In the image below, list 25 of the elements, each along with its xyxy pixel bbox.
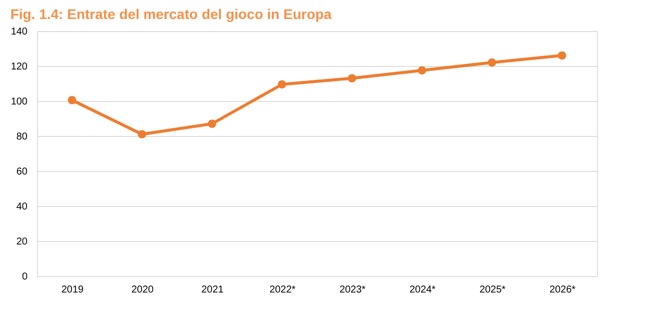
y-tick-label: 100 [10,96,28,108]
y-tick-label: 120 [10,62,28,72]
y-tick-label: 60 [16,166,28,178]
point [558,51,566,60]
y-tick-label: 140 [10,26,28,38]
x-tick-label: 2020 [131,284,154,296]
x-tick-label: 2021 [201,284,224,296]
y-tick-label: 20 [16,236,28,248]
x-tick-label: 2022* [269,284,296,296]
x-tick-label: 2023* [339,284,366,296]
y-tick-label: 80 [16,132,28,142]
point [278,80,286,89]
y-tick-label: 40 [16,202,28,212]
y-tick-label: 0 [22,272,28,282]
point [348,74,356,82]
point [208,120,216,128]
point [488,58,496,67]
point [418,66,426,75]
x-tick-label: 2026* [549,284,576,296]
point [138,130,146,138]
point [68,96,76,104]
x-tick-label: 2025* [479,284,506,296]
x-tick-label: 2024* [409,284,436,296]
x-tick-label: 2019 [61,284,84,296]
chart-title: Fig. 1.4: Entrate del mercato del gioco in Europa [10,6,332,22]
